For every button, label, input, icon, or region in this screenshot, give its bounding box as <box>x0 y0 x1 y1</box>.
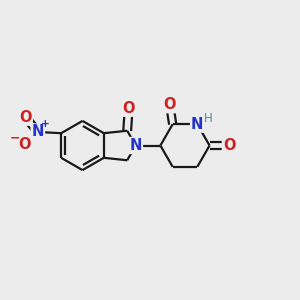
Text: H: H <box>204 112 213 125</box>
Text: O: O <box>18 137 31 152</box>
Text: O: O <box>122 101 135 116</box>
Text: N: N <box>32 124 44 140</box>
Text: −: − <box>10 131 20 144</box>
Text: O: O <box>223 138 235 153</box>
Text: N: N <box>191 117 203 132</box>
Text: +: + <box>41 119 50 129</box>
Text: O: O <box>164 97 176 112</box>
Text: N: N <box>130 138 142 153</box>
Text: O: O <box>19 110 32 125</box>
